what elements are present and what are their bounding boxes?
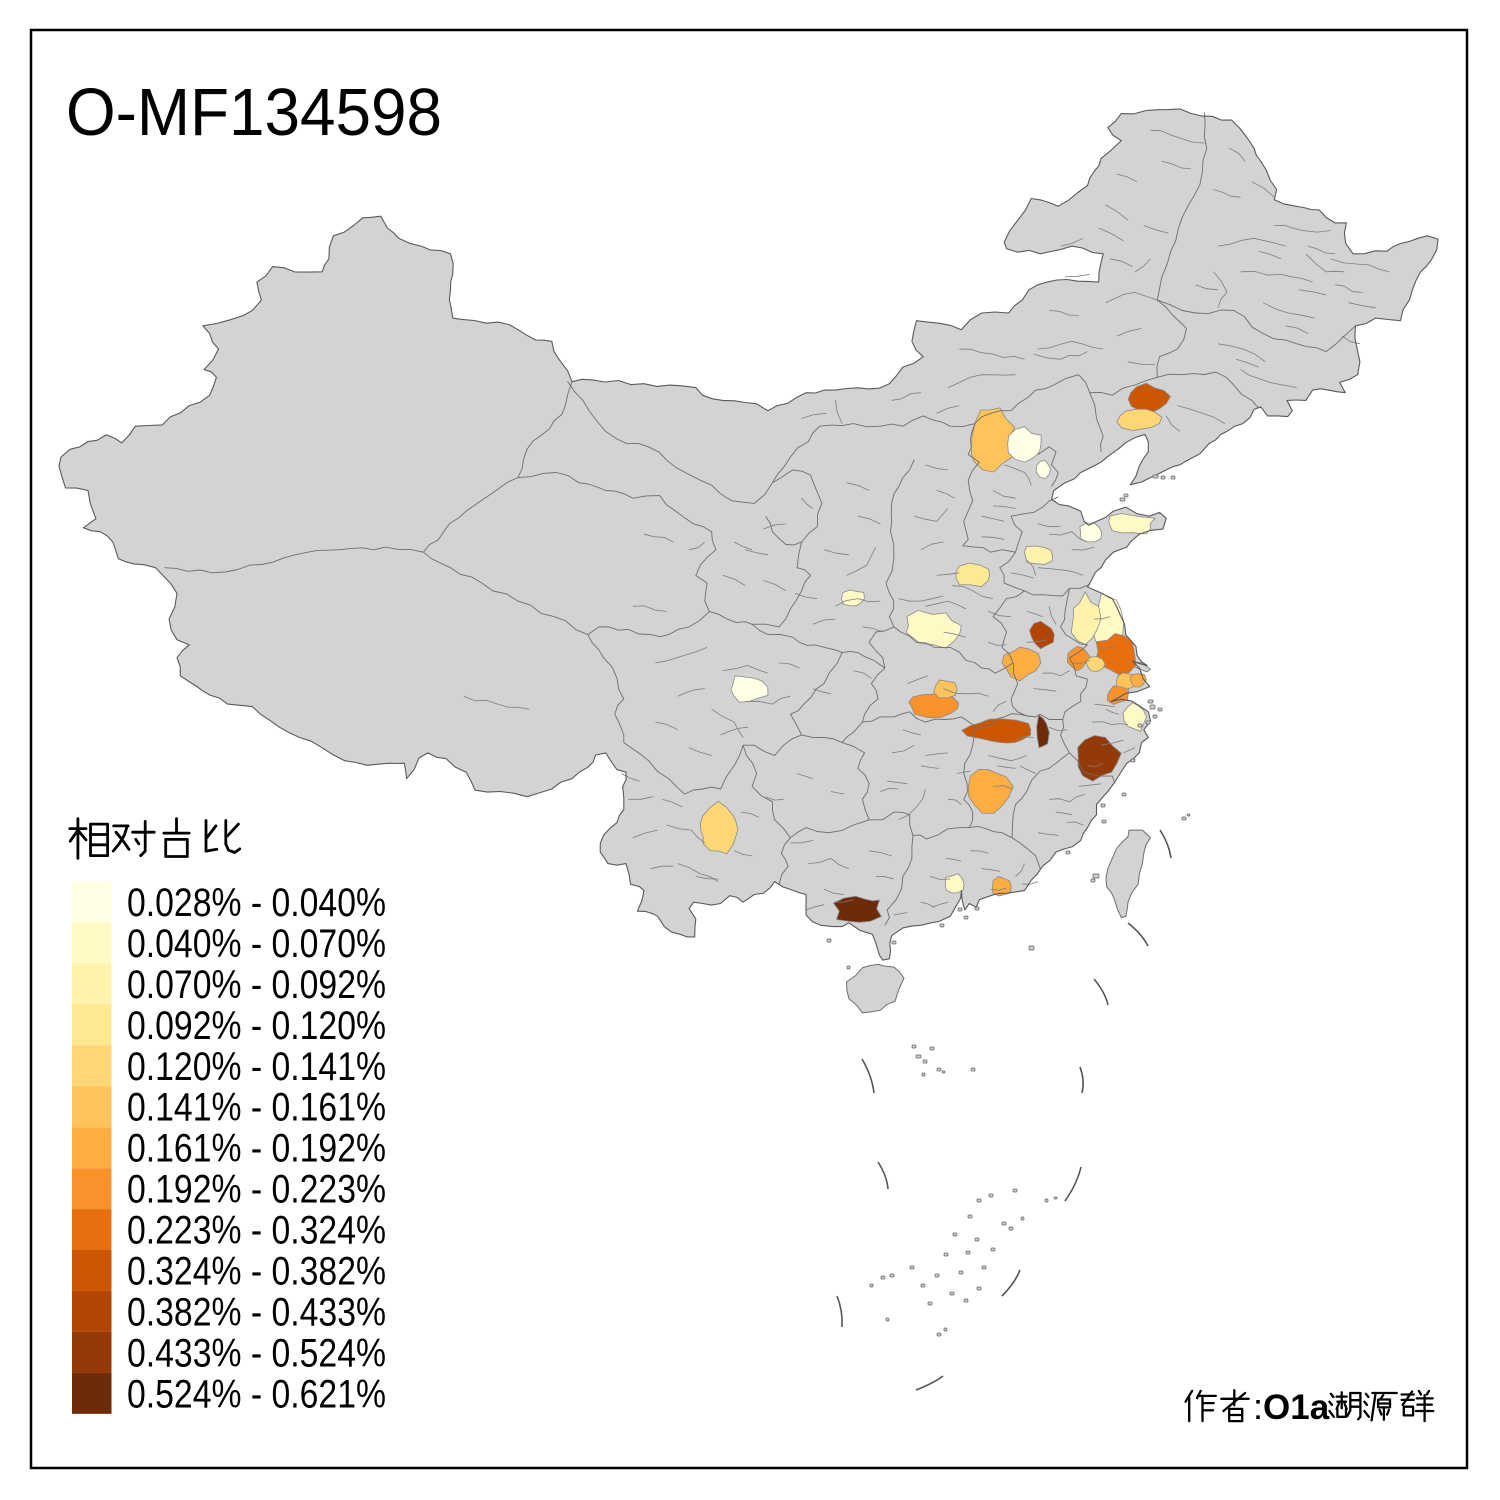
svg-text:O1a: O1a bbox=[1263, 1388, 1330, 1427]
svg-text:0.120% - 0.141%: 0.120% - 0.141% bbox=[127, 1045, 386, 1089]
svg-text:0.192% - 0.223%: 0.192% - 0.223% bbox=[127, 1168, 386, 1212]
svg-text:O-MF134598: O-MF134598 bbox=[66, 75, 442, 150]
svg-text:0.092% - 0.120%: 0.092% - 0.120% bbox=[127, 1004, 386, 1048]
svg-text:0.070% - 0.092%: 0.070% - 0.092% bbox=[127, 963, 386, 1007]
svg-text:0.141% - 0.161%: 0.141% - 0.161% bbox=[127, 1086, 386, 1130]
svg-text:0.028% - 0.040%: 0.028% - 0.040% bbox=[127, 881, 386, 925]
svg-text:0.223% - 0.324%: 0.223% - 0.324% bbox=[127, 1209, 386, 1253]
svg-text:0.324% - 0.382%: 0.324% - 0.382% bbox=[127, 1250, 386, 1294]
svg-text:0.161% - 0.192%: 0.161% - 0.192% bbox=[127, 1127, 386, 1171]
svg-text:0.433% - 0.524%: 0.433% - 0.524% bbox=[127, 1331, 386, 1375]
svg-text:0.040% - 0.070%: 0.040% - 0.070% bbox=[127, 922, 386, 966]
svg-text:0.382% - 0.433%: 0.382% - 0.433% bbox=[127, 1291, 386, 1335]
svg-text:0.524% - 0.621%: 0.524% - 0.621% bbox=[127, 1372, 386, 1416]
svg-text::: : bbox=[1253, 1386, 1263, 1427]
